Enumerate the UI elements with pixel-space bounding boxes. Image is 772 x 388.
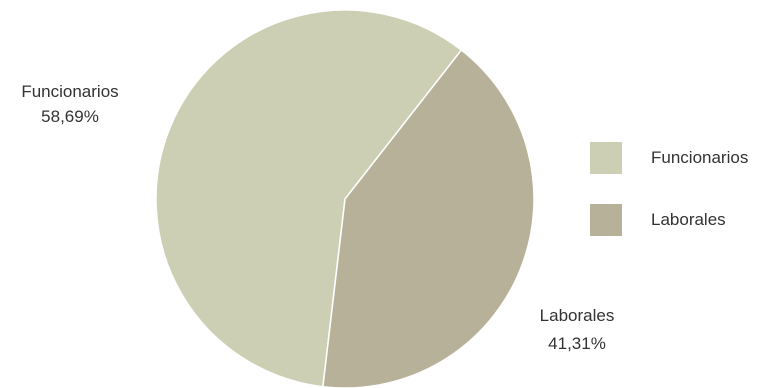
legend-swatch: [590, 204, 622, 236]
slice-label-funcionarios: Funcionarios 58,69%: [21, 82, 118, 126]
legend-label: Funcionarios: [651, 148, 749, 167]
pie-slices: [155, 9, 535, 388]
slice-label-laborales: Laborales 41,31%: [540, 306, 615, 353]
slice-label-percent: 58,69%: [41, 107, 99, 126]
pie-slice-funcionarios: [155, 9, 463, 388]
pie-slice-laborales: [322, 49, 535, 388]
legend-swatch: [590, 142, 622, 174]
slice-label-name: Laborales: [540, 306, 615, 325]
legend-item-funcionarios: Funcionarios: [590, 142, 748, 174]
legend-item-laborales: Laborales: [590, 204, 726, 236]
legend-label: Laborales: [651, 210, 726, 229]
slice-label-name: Funcionarios: [21, 82, 118, 101]
slice-label-percent: 41,31%: [548, 334, 606, 353]
